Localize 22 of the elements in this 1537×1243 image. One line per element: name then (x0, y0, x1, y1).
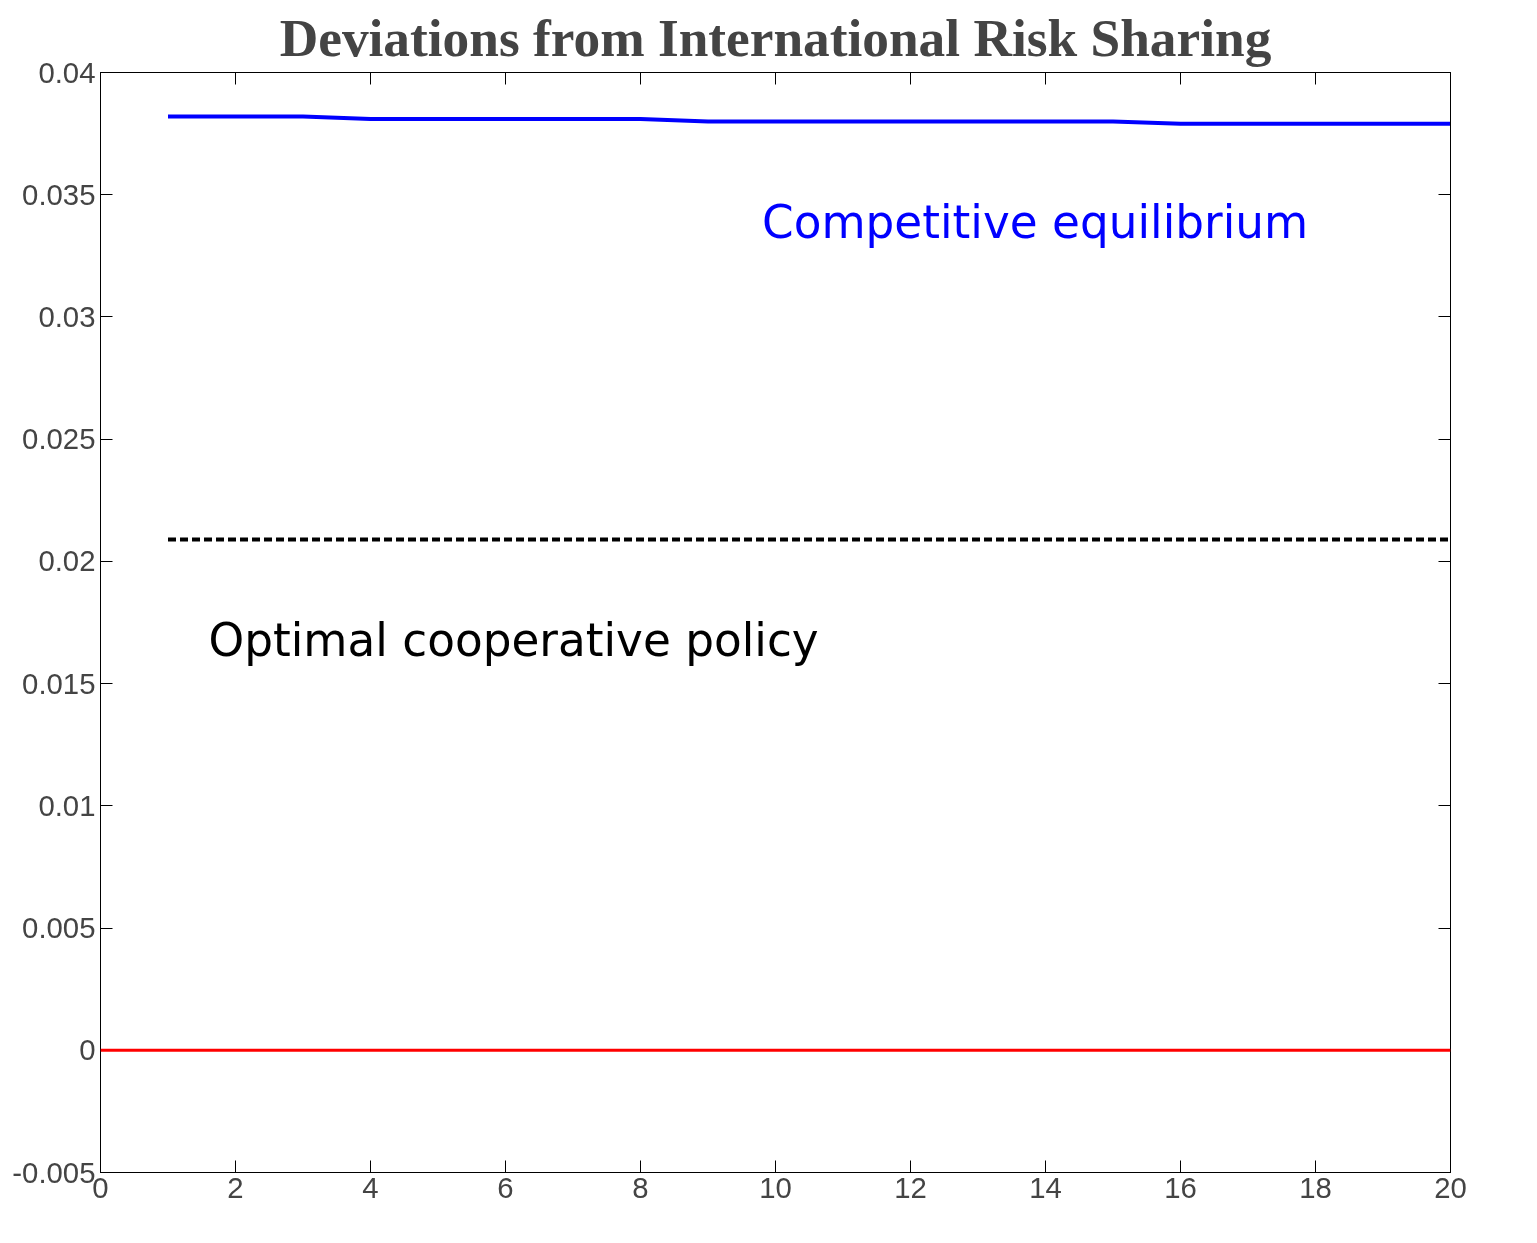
y-tick-label: 0.025 (22, 422, 96, 456)
x-tick-label: 8 (632, 1170, 649, 1204)
x-tick-label: 14 (1029, 1170, 1062, 1204)
x-tick-label: 2 (227, 1170, 244, 1204)
y-tick-label: 0.035 (22, 177, 96, 211)
x-tick-label: 18 (1299, 1170, 1332, 1204)
chart-title: Deviations from International Risk Sharing (279, 7, 1272, 68)
series-label: Competitive equilibrium (762, 195, 1309, 249)
y-tick-label: 0.02 (38, 544, 96, 578)
series-label: Optimal cooperative policy (208, 613, 819, 667)
x-tick-label: 16 (1164, 1170, 1197, 1204)
y-tick-label: 0.01 (38, 788, 96, 822)
x-tick-label: 4 (362, 1170, 379, 1204)
y-tick-label: 0 (79, 1033, 96, 1067)
x-tick-label: 20 (1434, 1170, 1467, 1204)
y-tick-label: 0.015 (22, 666, 96, 700)
x-tick-label: 6 (497, 1170, 514, 1204)
x-tick-label: 10 (759, 1170, 792, 1204)
y-tick-label: 0.04 (38, 55, 96, 89)
y-tick-label: 0.03 (38, 299, 96, 333)
x-tick-label: 12 (894, 1170, 927, 1204)
y-tick-label: 0.005 (22, 911, 96, 945)
